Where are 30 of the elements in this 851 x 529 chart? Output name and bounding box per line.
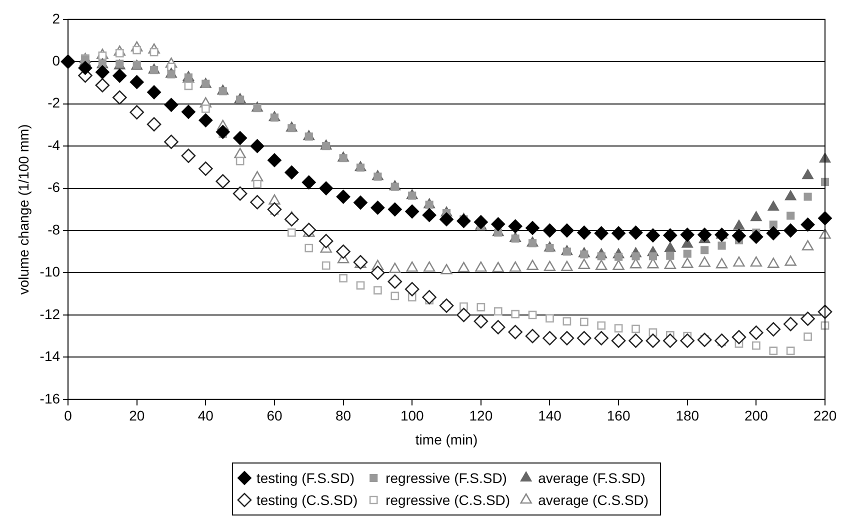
x-tick-label: 200 bbox=[744, 408, 768, 424]
y-tick-label: -8 bbox=[48, 221, 60, 238]
legend-label: average (F.S.SD) bbox=[538, 470, 646, 486]
x-tick-label: 0 bbox=[64, 408, 72, 424]
x-tick-label: 180 bbox=[676, 408, 700, 424]
y-tick-label: -12 bbox=[40, 306, 60, 322]
x-tick-label: 160 bbox=[606, 408, 630, 424]
legend-label: regressive (F.S.SD) bbox=[386, 470, 507, 486]
y-axis-title: volume change (1/100 mm) bbox=[15, 124, 32, 295]
y-tick-label: -16 bbox=[40, 390, 60, 406]
x-tick-label: 100 bbox=[400, 408, 424, 424]
y-tick-label: -2 bbox=[48, 94, 60, 111]
legend-label: regressive (C.S.SD) bbox=[386, 492, 510, 508]
legend-label: testing (F.S.SD) bbox=[256, 470, 355, 486]
y-tick-label: -10 bbox=[40, 264, 60, 280]
x-tick-label: 140 bbox=[538, 408, 562, 424]
x-axis-title: time (min) bbox=[415, 431, 478, 448]
x-tick-label: 220 bbox=[813, 408, 837, 424]
x-tick-label: 80 bbox=[336, 408, 352, 424]
y-tick-label: 2 bbox=[52, 10, 60, 26]
y-tick-label: 0 bbox=[52, 52, 60, 68]
x-tick-label: 120 bbox=[469, 408, 493, 424]
x-tick-label: 20 bbox=[129, 408, 145, 424]
y-tick-label: -14 bbox=[40, 348, 60, 364]
x-tick-label: 40 bbox=[198, 408, 214, 424]
y-tick-label: -4 bbox=[48, 136, 60, 153]
y-tick-label: -6 bbox=[48, 179, 60, 196]
legend-label: average (C.S.SD) bbox=[538, 492, 649, 508]
x-tick-label: 60 bbox=[266, 408, 282, 424]
legend-label: testing (C.S.SD) bbox=[256, 492, 358, 508]
